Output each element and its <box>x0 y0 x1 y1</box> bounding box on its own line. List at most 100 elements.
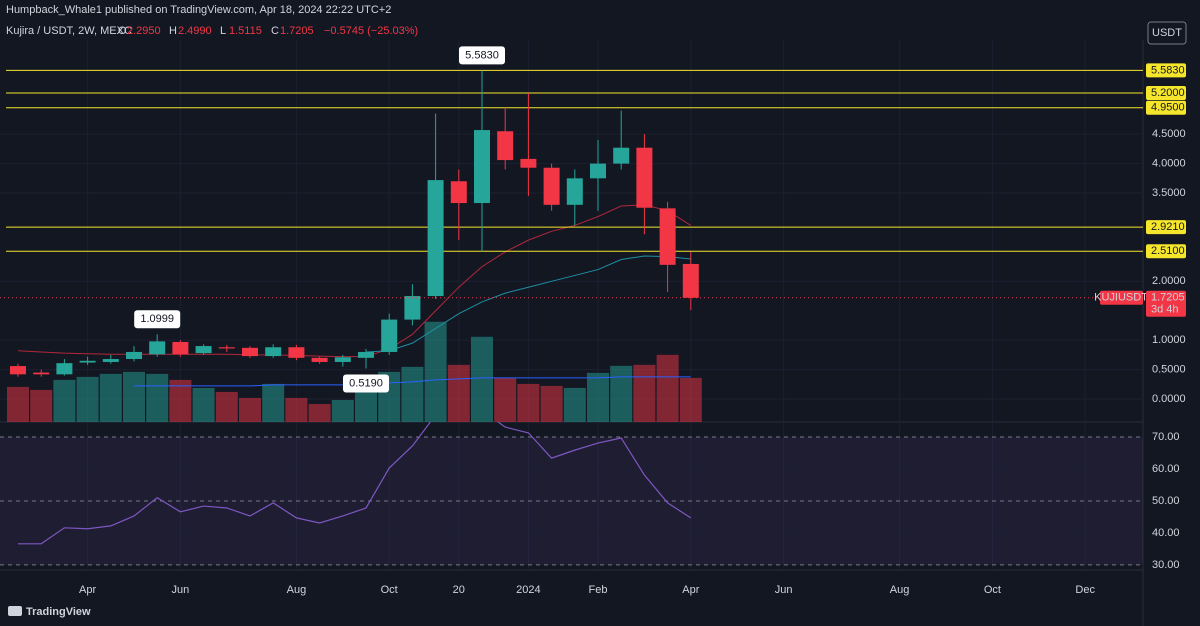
y-tick-label: 2.0000 <box>1152 275 1186 287</box>
volume-bar <box>169 379 192 422</box>
candle-body <box>56 363 73 375</box>
volume-bar <box>308 403 331 422</box>
candle-body <box>566 178 583 205</box>
legend-key: H <box>169 25 177 37</box>
annotation-bubble <box>459 46 505 65</box>
volume-bar <box>262 383 285 422</box>
candle-body <box>497 131 514 161</box>
candle-body <box>288 347 305 358</box>
candle-body <box>126 351 142 360</box>
volume-bar <box>401 366 424 422</box>
logo <box>8 606 22 616</box>
annotation-label: 1.0999 <box>140 313 174 325</box>
candle-body <box>590 163 606 179</box>
level-label: 2.5100 <box>1151 245 1185 257</box>
legend-value: 2.4990 <box>178 25 212 37</box>
volume-bar <box>192 387 215 422</box>
volume-bar <box>53 379 76 422</box>
candle-body <box>543 167 560 205</box>
candle-body <box>265 347 282 357</box>
level-label: 5.5830 <box>1151 64 1185 76</box>
volume-bar <box>517 383 540 422</box>
volume-bar <box>494 377 517 422</box>
volume-bar <box>30 389 53 422</box>
candle-body <box>242 347 258 357</box>
symbol-tag-label: KUJIUSDT <box>1094 292 1148 304</box>
candle-body <box>450 181 467 204</box>
y-tick-label: 1.0000 <box>1152 334 1186 346</box>
candle-body <box>427 180 444 297</box>
rsi-tick-label: 60.00 <box>1152 463 1180 475</box>
annotation-label: 0.5190 <box>349 377 383 389</box>
candle-body <box>636 147 653 208</box>
x-tick-label: Jun <box>775 584 793 596</box>
x-tick-label: Apr <box>682 584 699 596</box>
x-tick-label: Oct <box>984 584 1001 596</box>
y-tick-label: 4.5000 <box>1152 128 1186 140</box>
volume-bar <box>471 336 493 422</box>
legend-value: 2.2950 <box>127 25 161 37</box>
volume-bar <box>331 399 354 422</box>
x-tick-label: Aug <box>287 584 307 596</box>
level-tag <box>1146 220 1186 235</box>
legend-change: −0.5745 (−25.03%) <box>324 25 418 37</box>
candle-body <box>659 208 676 265</box>
volume-bar <box>424 321 447 422</box>
volume-bar <box>285 397 308 422</box>
y-tick-label: 3.5000 <box>1152 187 1186 199</box>
rsi-line <box>18 422 692 545</box>
volume-ma-line <box>134 376 691 387</box>
candle-body <box>404 296 421 320</box>
candle-body <box>682 263 699 298</box>
volume-bar <box>563 387 586 422</box>
level-tag <box>1146 85 1186 100</box>
candle-body <box>172 341 189 355</box>
y-tick-label: 0.0000 <box>1152 393 1186 405</box>
x-tick-label: 20 <box>453 584 465 596</box>
volume-bar <box>215 391 238 422</box>
x-tick-label: Jun <box>172 584 190 596</box>
volume-bar <box>656 354 679 422</box>
candle-body <box>218 347 235 349</box>
legend-value: 1.5115 <box>229 25 262 37</box>
legend-key: L <box>220 25 226 37</box>
price-tag-label: 1.7205 <box>1151 292 1185 304</box>
level-tag <box>1146 63 1186 78</box>
candle-body <box>33 372 50 375</box>
volume-bar <box>447 364 470 422</box>
legend-value: 1.7205 <box>280 25 314 37</box>
volume-bar <box>633 364 656 422</box>
rsi-tick-label: 30.00 <box>1152 559 1180 571</box>
candle-body <box>520 158 537 168</box>
candle-body <box>381 319 398 352</box>
candle-body <box>334 357 351 362</box>
x-tick-label: Dec <box>1075 584 1095 596</box>
currency-button[interactable] <box>1147 21 1187 45</box>
countdown-label: 3d 4h <box>1151 304 1179 316</box>
volume-bar <box>239 397 261 422</box>
level-label: 2.9210 <box>1151 221 1185 233</box>
y-tick-label: 0.5000 <box>1152 364 1186 376</box>
volume-bar <box>76 376 99 422</box>
rsi-tick-label: 50.00 <box>1152 495 1180 507</box>
candle-body <box>79 360 96 363</box>
footer: TradingView <box>26 606 91 618</box>
symbol-tag <box>1100 290 1143 305</box>
annotation-bubble <box>134 310 181 329</box>
publisher: Humpback_Whale1 published on TradingView… <box>6 4 391 16</box>
legend-key: C <box>271 25 279 37</box>
annotation-label: 5.5830 <box>465 49 499 61</box>
candle-body <box>358 351 374 358</box>
candle-body <box>474 130 490 204</box>
candle-body <box>195 346 212 354</box>
volume-bar <box>7 386 29 422</box>
candle-body <box>10 366 26 375</box>
volume-bar <box>146 373 169 422</box>
x-tick-label: Feb <box>589 584 608 596</box>
currency-label[interactable]: USDT <box>1152 27 1182 39</box>
candle-body <box>613 147 630 164</box>
x-tick-label: Oct <box>381 584 398 596</box>
candle-body <box>149 341 166 355</box>
